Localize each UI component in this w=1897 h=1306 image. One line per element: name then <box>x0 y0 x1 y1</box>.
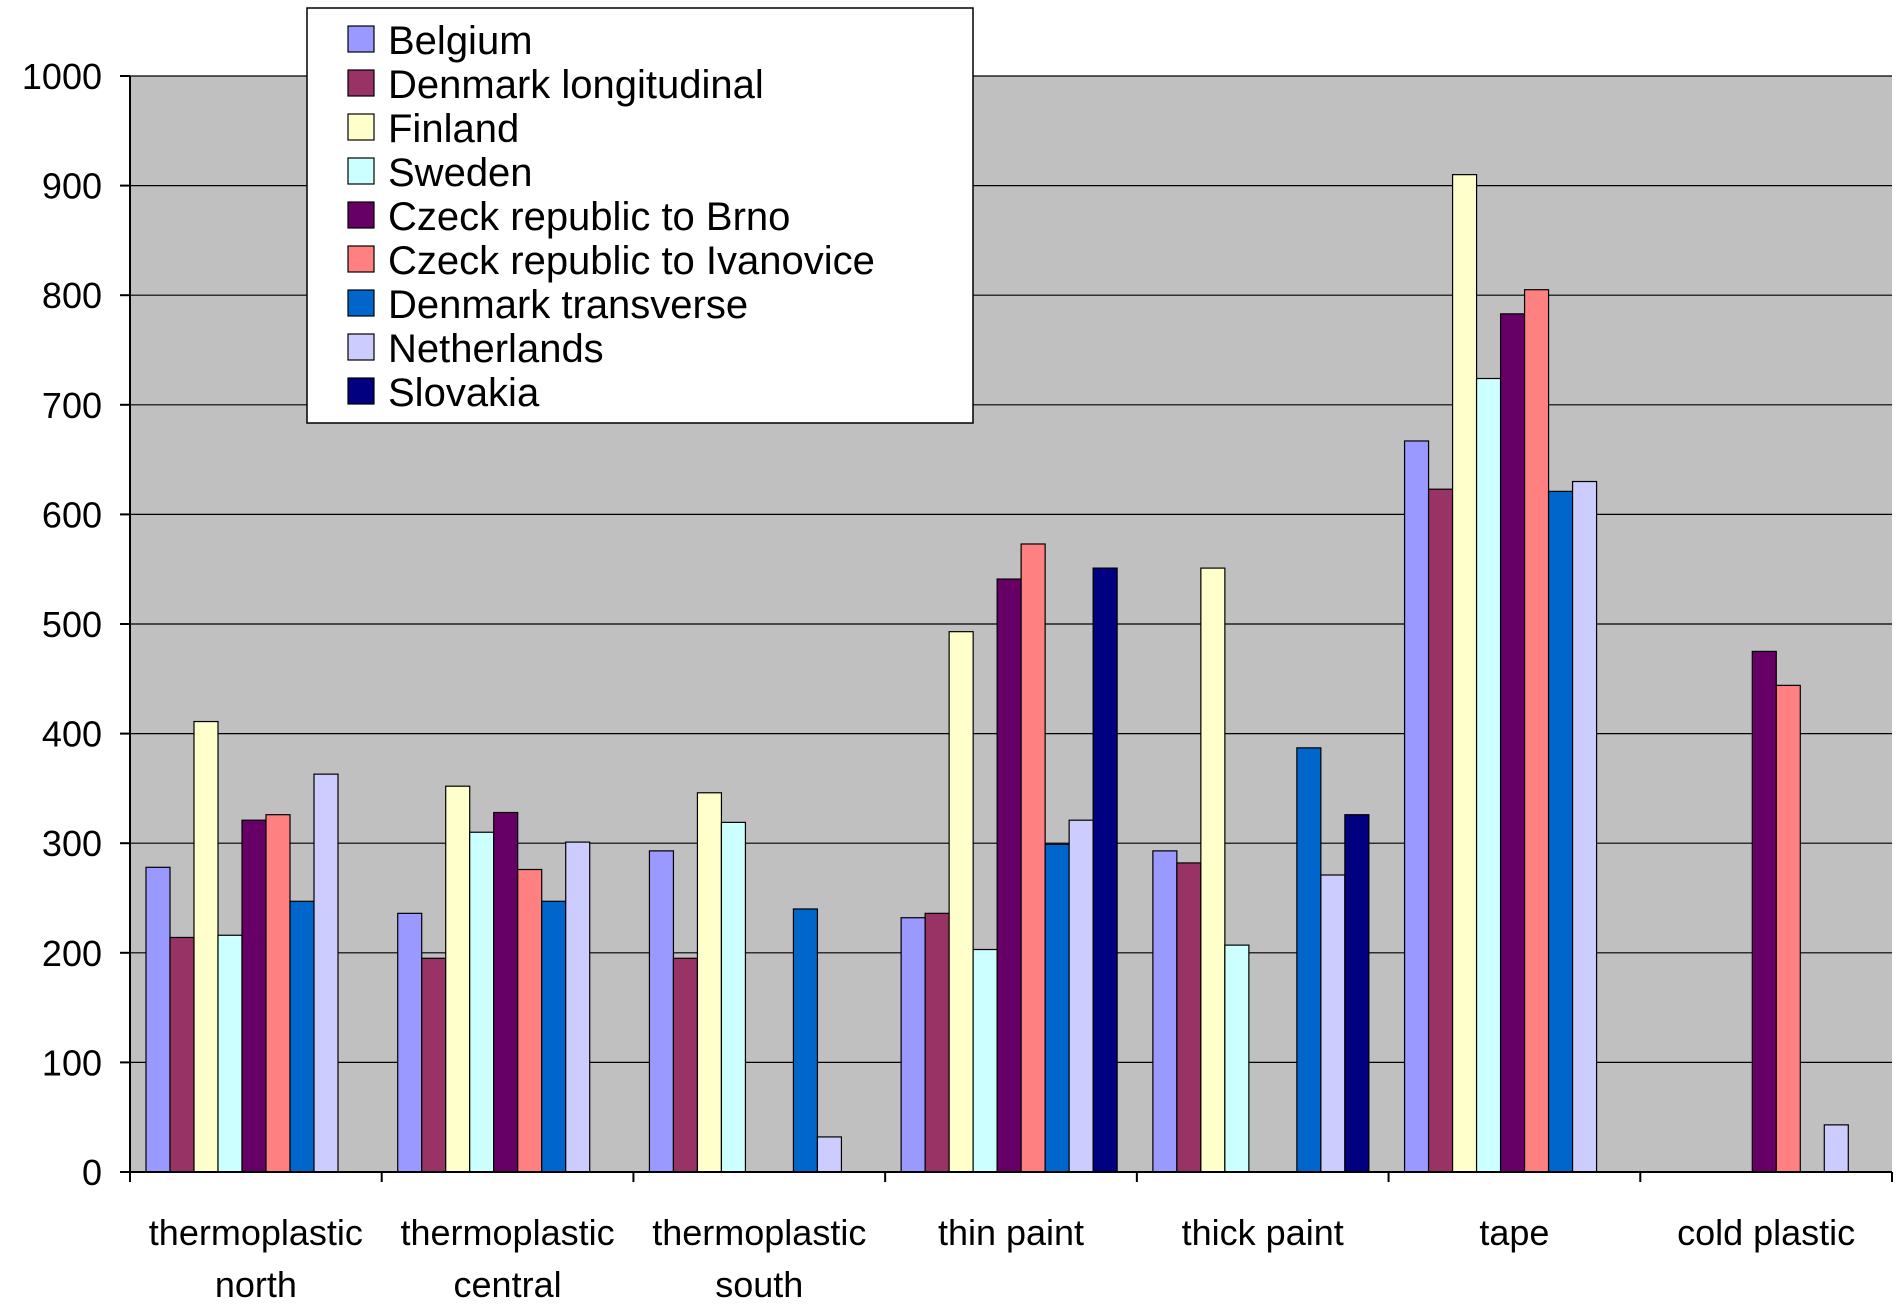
bar <box>1320 874 1346 1173</box>
legend-swatch <box>347 245 375 273</box>
legend-label: Czeck republic to Ivanovice <box>388 239 875 283</box>
x-category-label: north <box>215 1264 297 1305</box>
legend-swatch <box>347 113 375 141</box>
legend-swatch <box>347 333 375 361</box>
y-tick-label: 0 <box>82 1152 102 1193</box>
bar <box>1571 480 1598 1173</box>
bar <box>924 912 950 1173</box>
bar <box>1092 567 1118 1173</box>
x-category-label: thermoplastic <box>149 1212 363 1253</box>
legend-label: Sweden <box>388 151 533 195</box>
bar <box>1224 944 1250 1173</box>
y-tick-label: 900 <box>42 166 102 207</box>
y-tick-label: 500 <box>42 604 102 645</box>
bar <box>1152 850 1178 1173</box>
bar <box>816 1136 843 1173</box>
bar <box>1451 174 1478 1173</box>
x-category-label: tape <box>1479 1212 1549 1253</box>
legend-label: Slovakia <box>388 371 540 415</box>
bar <box>792 908 819 1173</box>
bar <box>1751 650 1777 1173</box>
y-tick-label: 700 <box>42 385 102 426</box>
y-tick-label: 200 <box>42 933 102 974</box>
bar <box>469 831 495 1173</box>
bar <box>1044 843 1070 1173</box>
bar <box>265 814 291 1173</box>
bar <box>217 934 243 1173</box>
bar <box>541 900 567 1173</box>
bar <box>672 957 699 1173</box>
bar <box>193 720 219 1173</box>
bar <box>696 792 723 1173</box>
x-axis-categories: thermoplastic north thermoplastic central th… <box>129 1172 1893 1305</box>
bar <box>648 850 675 1173</box>
bar <box>517 868 543 1173</box>
bar <box>1020 543 1046 1173</box>
bars <box>145 174 1849 1173</box>
y-tick-label: 600 <box>42 494 102 535</box>
bar <box>1344 814 1370 1173</box>
bar <box>720 821 747 1173</box>
bar <box>900 917 926 1173</box>
bar <box>421 957 447 1173</box>
bar <box>972 948 998 1173</box>
legend-label: Denmark transverse <box>388 283 748 327</box>
x-category-label: thin paint <box>938 1212 1084 1253</box>
bar <box>1296 747 1322 1173</box>
bar <box>493 811 519 1173</box>
bar <box>1403 440 1430 1173</box>
bar <box>145 866 171 1173</box>
bar <box>1475 377 1502 1173</box>
y-tick-label: 400 <box>42 714 102 755</box>
bar <box>996 578 1022 1173</box>
legend-label: Czeck republic to Brno <box>388 195 790 239</box>
x-category-label: south <box>715 1264 803 1305</box>
legend-swatch <box>347 25 375 53</box>
bar <box>397 912 423 1173</box>
legend-swatch <box>347 201 375 229</box>
bar <box>565 841 591 1173</box>
x-category-label: thick paint <box>1182 1212 1344 1253</box>
bar <box>1523 289 1550 1173</box>
legend-label: Belgium <box>388 19 533 63</box>
y-axis-ticks: 0 100 200 300 400 500 600 700 800 900 1000 <box>22 56 130 1193</box>
legend-box <box>306 7 974 424</box>
legend-label: Finland <box>388 107 519 151</box>
x-category-label: thermoplastic <box>401 1212 615 1253</box>
bar <box>289 900 315 1173</box>
bar <box>1547 490 1574 1173</box>
bar <box>1176 862 1202 1173</box>
x-category-label: thermoplastic <box>652 1212 866 1253</box>
y-tick-label: 800 <box>42 275 102 316</box>
legend-label: Denmark longitudinal <box>388 63 764 107</box>
bar <box>1200 567 1226 1173</box>
x-category-label: central <box>454 1264 562 1305</box>
bar <box>313 773 339 1173</box>
y-tick-label: 100 <box>42 1042 102 1083</box>
legend-swatch <box>347 69 375 97</box>
legend-swatch <box>347 377 375 405</box>
bar <box>1427 488 1454 1173</box>
bar <box>1499 313 1526 1173</box>
bar <box>1823 1124 1849 1173</box>
legend-swatch <box>347 289 375 317</box>
bar <box>1775 684 1801 1173</box>
bar <box>445 785 471 1173</box>
bar <box>948 631 974 1173</box>
legend-swatch <box>347 157 375 185</box>
x-category-label: cold plastic <box>1677 1212 1855 1253</box>
bar <box>241 819 267 1173</box>
y-tick-label: 300 <box>42 823 102 864</box>
bar <box>1068 819 1094 1173</box>
legend-label: Netherlands <box>388 327 604 371</box>
bar <box>169 936 195 1173</box>
y-tick-label: 1000 <box>22 56 102 97</box>
